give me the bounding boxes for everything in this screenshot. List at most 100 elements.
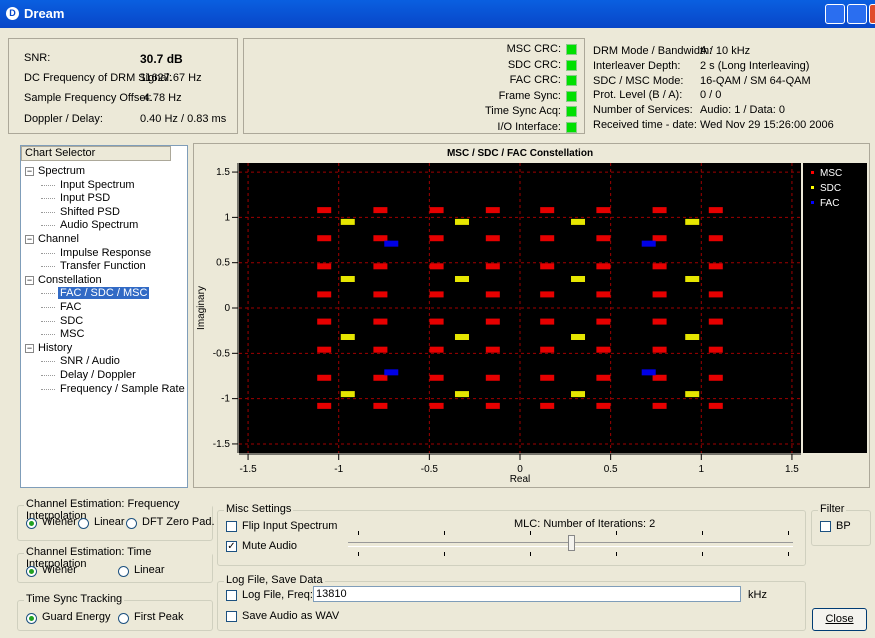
point bbox=[540, 318, 555, 325]
group-title: Channel Estimation: Frequency Interpolat… bbox=[24, 498, 212, 522]
maximize-button[interactable] bbox=[847, 4, 867, 24]
group-title: Misc Settings bbox=[224, 503, 294, 515]
radio-label[interactable]: First Peak bbox=[134, 611, 184, 623]
tree-item[interactable]: Transfer Function bbox=[60, 260, 146, 273]
tree-expander[interactable]: − bbox=[25, 342, 34, 353]
slider-tick bbox=[702, 531, 703, 535]
point bbox=[373, 291, 388, 298]
point bbox=[485, 318, 500, 325]
minimize-button[interactable] bbox=[825, 4, 845, 24]
point bbox=[429, 346, 444, 353]
tree-item[interactable]: Frequency / Sample Rate bbox=[60, 382, 185, 395]
chart-panel: MSC / SDC / FAC Constellation -1.5 -1 -0.5 0… bbox=[193, 143, 870, 488]
tree-item[interactable]: Input Spectrum bbox=[60, 178, 135, 191]
radio-button[interactable] bbox=[78, 518, 89, 529]
close-button[interactable]: Close bbox=[812, 608, 867, 631]
checkbox[interactable] bbox=[820, 521, 831, 532]
tree-group[interactable]: Constellation bbox=[38, 273, 102, 286]
chart-title: MSC / SDC / FAC Constellation bbox=[447, 148, 593, 159]
indicator-led bbox=[566, 59, 577, 71]
point bbox=[571, 276, 586, 282]
tree-connector bbox=[41, 361, 55, 363]
status-label: Sample Frequency Offset: bbox=[24, 92, 152, 104]
radio-label[interactable]: Linear bbox=[134, 564, 165, 576]
tree-expander[interactable]: − bbox=[25, 166, 34, 176]
x-tick-label: -1 bbox=[334, 464, 343, 475]
tree-connector bbox=[41, 307, 55, 308]
point bbox=[317, 402, 332, 409]
point bbox=[652, 374, 667, 381]
tree-item[interactable]: MSC bbox=[60, 328, 85, 341]
radio-label[interactable]: Linear bbox=[94, 516, 125, 528]
tree-item[interactable]: SNR / Audio bbox=[60, 355, 120, 368]
point bbox=[373, 402, 388, 409]
radio-button[interactable] bbox=[118, 566, 129, 577]
point bbox=[596, 235, 611, 242]
checkbox[interactable] bbox=[226, 590, 237, 601]
point bbox=[340, 218, 355, 225]
point bbox=[652, 207, 667, 214]
tree-connector bbox=[41, 266, 55, 268]
checkbox[interactable]: ✓ bbox=[226, 541, 237, 552]
checkbox-label[interactable]: Log File, Freq: bbox=[242, 589, 313, 601]
tree-item[interactable]: FAC bbox=[60, 301, 82, 313]
x-tick-label: 1 bbox=[699, 464, 705, 475]
point bbox=[485, 374, 500, 381]
close-window-button[interactable] bbox=[869, 4, 875, 24]
point bbox=[317, 263, 332, 270]
point bbox=[685, 391, 700, 398]
status-value: 30.7 dB bbox=[140, 52, 183, 66]
y-tick-label: -1.5 bbox=[213, 439, 231, 450]
x-tick-label: -0.5 bbox=[421, 464, 439, 475]
point bbox=[540, 346, 555, 353]
point bbox=[708, 402, 723, 409]
legend-label: FAC bbox=[820, 198, 839, 209]
title-bar: D Dream bbox=[0, 0, 875, 28]
tree-item[interactable]: FAC / SDC / MSC bbox=[58, 287, 150, 300]
point bbox=[454, 391, 469, 398]
point bbox=[596, 402, 611, 409]
chart-selector: Chart Selector − Spectrum Input Spectrum In… bbox=[20, 145, 188, 488]
window-title: Dream bbox=[24, 6, 65, 21]
point bbox=[485, 263, 500, 270]
slider-thumb[interactable] bbox=[568, 535, 575, 551]
checkbox-label[interactable]: Flip Input Spectrum bbox=[242, 520, 338, 532]
radio-button[interactable] bbox=[118, 613, 129, 624]
tree-item[interactable]: Shifted PSD bbox=[60, 205, 120, 218]
point bbox=[373, 318, 388, 325]
checkbox-label[interactable]: Mute Audio bbox=[242, 540, 298, 552]
checkbox-label[interactable]: BP bbox=[836, 520, 851, 532]
tree-expander[interactable]: − bbox=[25, 234, 34, 244]
tree-group[interactable]: Spectrum bbox=[38, 165, 86, 177]
point bbox=[596, 291, 611, 298]
point bbox=[708, 263, 723, 270]
indicator-label: MSC CRC: bbox=[506, 43, 561, 55]
y-axis-label: Imaginary bbox=[196, 286, 207, 330]
radio-button[interactable] bbox=[26, 518, 37, 529]
tree-group[interactable]: History bbox=[38, 341, 73, 354]
radio-label[interactable]: DFT Zero Pad. bbox=[142, 516, 215, 528]
radio-button[interactable] bbox=[126, 518, 137, 529]
tree-expander[interactable]: − bbox=[25, 274, 34, 285]
point bbox=[317, 346, 332, 353]
tree-item[interactable]: Input PSD bbox=[60, 192, 111, 205]
radio-label[interactable]: Wiener bbox=[42, 516, 77, 528]
radio-button[interactable] bbox=[26, 613, 37, 624]
tree-item[interactable]: Audio Spectrum bbox=[60, 219, 139, 232]
radio-button[interactable] bbox=[26, 566, 37, 577]
checkbox-label[interactable]: Save Audio as WAV bbox=[242, 610, 340, 622]
tree-item[interactable]: Impulse Response bbox=[60, 246, 152, 259]
point bbox=[384, 240, 399, 247]
checkbox[interactable] bbox=[226, 611, 237, 622]
radio-label[interactable]: Wiener bbox=[42, 564, 77, 576]
tree-item[interactable]: Delay / Doppler bbox=[60, 369, 136, 381]
point bbox=[540, 374, 555, 381]
point bbox=[429, 374, 444, 381]
radio-group: Channel Estimation: Time Interpolation Wi… bbox=[17, 546, 213, 583]
tree-group[interactable]: Channel bbox=[38, 233, 79, 245]
freq-input[interactable]: 13810 bbox=[313, 586, 741, 602]
checkbox[interactable] bbox=[226, 521, 237, 532]
point bbox=[652, 318, 667, 325]
radio-label[interactable]: Guard Energy bbox=[42, 611, 111, 623]
tree-item[interactable]: SDC bbox=[60, 314, 84, 327]
